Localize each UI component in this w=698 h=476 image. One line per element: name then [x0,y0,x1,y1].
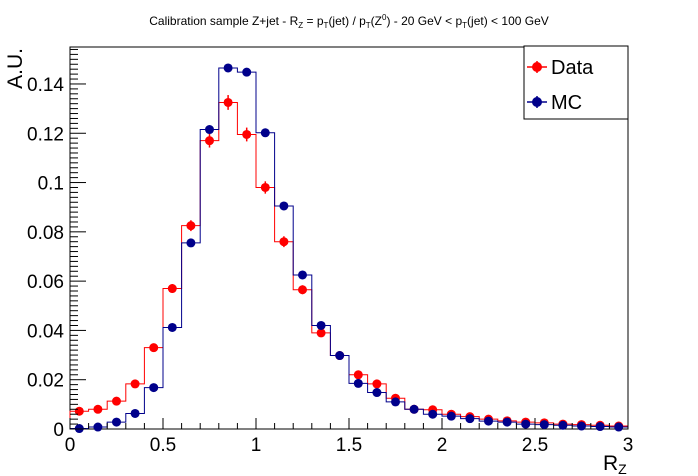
marker-data [93,404,103,414]
title-part-0: Calibration sample Z+jet - R [149,14,298,28]
legend-marker-data [532,62,542,72]
marker-data [186,221,196,231]
histogram-lines [69,67,628,430]
x-tick-label: 0.5 [150,435,176,456]
marker-mc [316,320,326,330]
marker-mc [521,419,531,429]
y-tick-label: 0.12 [27,124,64,145]
legend-marker-mc [532,97,542,107]
marker-data [316,328,326,338]
marker-mc [428,409,438,419]
marker-data [353,370,363,380]
y-tick-label: 0 [53,420,64,441]
x-axis-title: RZ [603,452,627,476]
legend: Data MC [523,45,629,120]
marker-mc [167,322,177,332]
chart-title: Calibration sample Z+jet - RZ = pT(jet) … [149,13,549,30]
legend-label-data: Data [551,57,594,79]
title-part-5: T [366,21,371,30]
marker-data [279,237,289,247]
marker-data [149,343,159,353]
marker-mc [502,417,512,427]
marker-mc [484,416,493,426]
x-axis-title-main: R [603,452,618,475]
title-part-9: T [462,21,467,30]
marker-data [167,284,177,294]
marker-mc [595,422,605,432]
title-part-3: T [324,21,329,30]
y-axis-ticks: 0 0.02 0.04 0.06 0.08 0.1 0.12 0.14 [27,48,86,441]
marker-mc [223,63,233,73]
marker-mc [205,125,214,135]
title-part-6: (Z [371,14,382,28]
x-tick-label: 3 [623,435,634,456]
title-part-2: = p [303,14,324,28]
marker-mc [539,420,549,430]
title-part-4: (jet) / p [328,14,366,28]
marker-mc [112,417,121,427]
title-part-8: ) - 20 GeV < p [386,14,462,28]
y-tick-label: 0.04 [27,321,64,342]
title-part-1: Z [298,21,303,30]
x-tick-label: 2.5 [522,435,548,456]
marker-mc [130,408,140,418]
marker-data [205,136,214,146]
marker-data [260,182,270,192]
x-tick-label: 0 [65,435,76,456]
legend-box [523,45,629,120]
x-tick-label: 2 [437,435,448,456]
marker-mc [186,238,196,248]
marker-mc [279,201,289,211]
marker-mc [372,388,382,398]
marker-mc [260,128,270,138]
marker-data [372,379,382,389]
marker-mc [298,270,307,280]
y-tick-label: 0.1 [38,174,64,195]
legend-label-mc: MC [551,92,582,114]
marker-data [223,97,233,107]
title-part-7: 0 [382,13,387,22]
marker-data [112,396,121,406]
histogram-mc [69,67,628,430]
y-tick-label: 0.02 [27,371,64,392]
y-axis-title: A.U. [4,48,27,89]
data-markers [74,63,624,434]
y-tick-label: 0.08 [27,223,64,244]
marker-mc [335,351,345,361]
y-tick-label: 0.06 [27,272,64,293]
marker-mc [391,397,400,407]
marker-mc [242,67,252,77]
title-part-10: (jet) < 100 GeV [467,14,549,28]
x-tick-label: 1 [251,435,262,456]
marker-mc [409,404,419,414]
x-axis-title-sub: Z [618,461,627,476]
marker-mc [149,383,159,393]
marker-data [130,379,140,389]
marker-mc [558,420,568,430]
marker-mc [446,411,456,421]
x-tick-label: 1.5 [336,435,362,456]
marker-mc [93,422,103,432]
marker-data [242,129,252,139]
marker-mc [465,414,475,424]
marker-data [298,285,307,295]
marker-mc [614,422,624,432]
x-axis-ticks: 0 0.5 1 1.5 2 2.5 3 [65,418,634,456]
y-tick-label: 0.14 [27,75,64,96]
marker-mc [353,378,363,388]
marker-mc [577,421,586,431]
